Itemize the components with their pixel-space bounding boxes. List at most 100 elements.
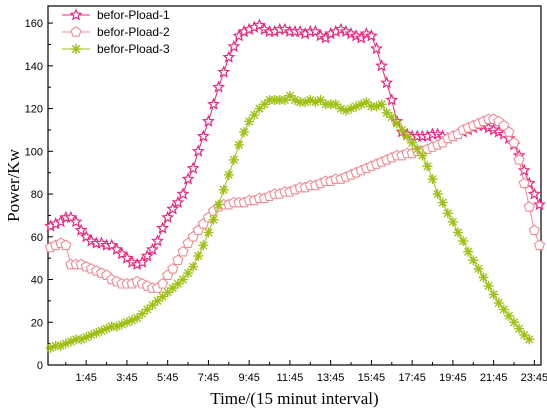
- data-point: [385, 93, 399, 106]
- x-tick-label: 21:45: [480, 372, 508, 384]
- data-point: [196, 129, 210, 142]
- data-point: [524, 334, 535, 345]
- data-point: [60, 239, 72, 251]
- data-point: [509, 317, 520, 328]
- data-point: [427, 174, 438, 185]
- data-point: [177, 274, 188, 285]
- legend-item: befor-Pload-2: [62, 25, 170, 39]
- data-point: [203, 227, 214, 238]
- legend-marker: [69, 8, 83, 21]
- data-point: [518, 177, 530, 189]
- data-point: [498, 119, 510, 131]
- data-point: [142, 304, 153, 315]
- data-point: [222, 50, 236, 63]
- data-point: [508, 136, 520, 148]
- data-point: [188, 261, 199, 272]
- legend-item: befor-Pload-3: [62, 42, 170, 56]
- data-point: [478, 272, 489, 283]
- data-point: [437, 197, 448, 208]
- data-point: [422, 161, 433, 172]
- y-tick-label: 0: [37, 360, 43, 372]
- x-tick-label: 3:45: [116, 372, 137, 384]
- data-point: [223, 169, 234, 180]
- data-point: [412, 144, 423, 155]
- data-point: [375, 59, 389, 72]
- data-point: [447, 216, 458, 227]
- data-point: [513, 153, 525, 165]
- legend-label: befor-Pload-2: [97, 25, 170, 39]
- data-point: [402, 131, 413, 142]
- data-point: [140, 249, 154, 262]
- y-tick-label: 60: [31, 232, 43, 244]
- data-point: [183, 268, 194, 279]
- data-point: [468, 255, 479, 266]
- series-layer: [44, 18, 546, 353]
- data-point: [201, 114, 215, 127]
- y-tick-label: 80: [31, 189, 43, 201]
- legend-marker: [70, 43, 82, 55]
- data-point: [233, 139, 244, 150]
- data-point: [198, 240, 209, 251]
- data-point: [376, 99, 387, 110]
- data-point: [74, 223, 88, 236]
- x-axis: 1:45 3:45 5:45 7:45 9:45 11:45 13:45 15:45 17:45…: [65, 360, 547, 384]
- data-point: [227, 39, 241, 53]
- data-point: [145, 242, 159, 256]
- data-point: [370, 41, 383, 55]
- data-point: [533, 239, 546, 251]
- y-tick-label: 20: [31, 317, 43, 329]
- y-tick-label: 40: [31, 275, 43, 287]
- data-point: [177, 245, 189, 257]
- data-point: [116, 319, 127, 330]
- data-point: [151, 234, 164, 247]
- data-point: [493, 298, 504, 309]
- data-point: [244, 116, 255, 127]
- data-point: [514, 323, 525, 334]
- data-point: [207, 97, 220, 110]
- y-axis-title: Power/Kw: [4, 148, 23, 221]
- data-point: [186, 161, 200, 174]
- data-point: [503, 126, 515, 137]
- x-tick-label: 1:45: [75, 372, 96, 384]
- x-tick-label: 19:45: [439, 372, 467, 384]
- data-point: [527, 187, 541, 200]
- legend-marker: [70, 26, 82, 37]
- data-point: [386, 112, 397, 123]
- series-befor-Pload-3: [45, 90, 535, 353]
- data-point: [181, 172, 195, 185]
- series-line: [50, 24, 540, 266]
- data-point: [239, 127, 250, 138]
- data-point: [364, 29, 378, 42]
- x-tick-label: 17:45: [398, 372, 426, 384]
- legend-item: befor-Pload-1: [62, 8, 170, 22]
- data-point: [171, 195, 185, 209]
- data-point: [218, 184, 229, 195]
- x-tick-label: 15:45: [358, 372, 386, 384]
- x-tick-label: 13:45: [317, 372, 345, 384]
- data-point: [523, 200, 535, 212]
- y-tick-label: 100: [25, 146, 43, 158]
- data-point: [432, 189, 443, 200]
- data-point: [528, 224, 540, 236]
- data-point: [380, 76, 394, 89]
- data-point: [488, 289, 499, 300]
- data-point: [176, 187, 190, 200]
- data-point: [473, 263, 484, 274]
- data-point: [391, 118, 402, 129]
- data-point: [161, 210, 175, 224]
- data-point: [135, 255, 149, 268]
- y-tick-label: 120: [25, 104, 43, 116]
- data-point: [132, 312, 143, 323]
- x-axis-title: Time/(15 minut interval): [210, 389, 378, 408]
- data-point: [407, 137, 418, 148]
- data-point: [156, 221, 170, 234]
- data-point: [458, 236, 469, 247]
- series-befor-Pload-1: [44, 18, 546, 271]
- x-tick-label: 9:45: [238, 372, 259, 384]
- data-point: [452, 227, 463, 238]
- y-axis: 0 20 40 60 80 100 120 140 160: [25, 18, 53, 372]
- data-point: [208, 214, 219, 225]
- y-tick-label: 160: [25, 18, 43, 30]
- data-point: [166, 202, 180, 215]
